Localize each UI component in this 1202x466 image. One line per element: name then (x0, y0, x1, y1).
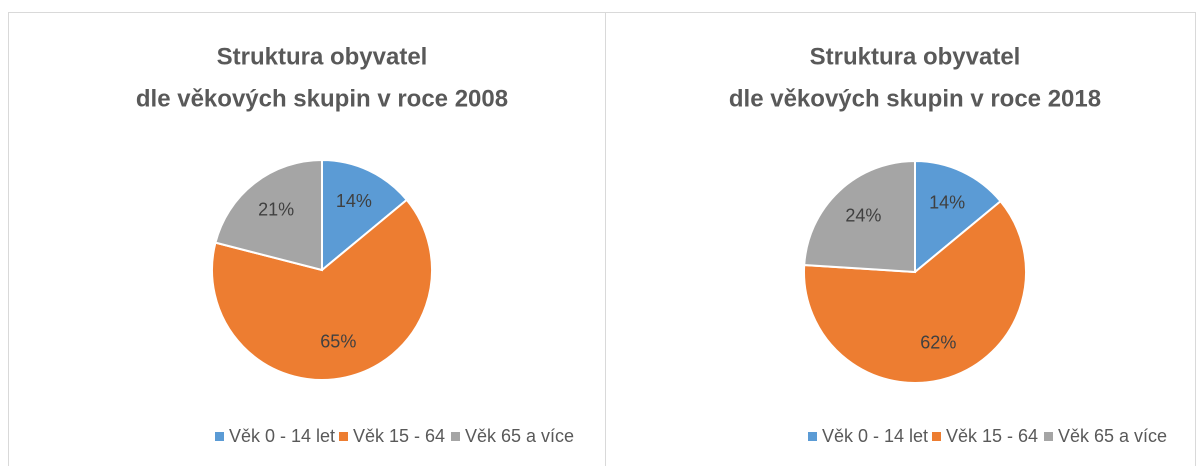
pie-slice (803, 159, 916, 274)
legend-marker (339, 432, 348, 441)
legend-label: Věk 65 a více (1058, 426, 1167, 446)
legend-marker (1044, 432, 1053, 441)
data-label: 62% (920, 333, 956, 353)
legend-label: Věk 65 a více (465, 426, 574, 446)
legend-marker (215, 432, 224, 441)
legend-marker (451, 432, 460, 441)
data-label: 24% (845, 206, 881, 226)
data-label: 14% (929, 192, 965, 212)
legend-label: Věk 0 - 14 let (822, 426, 928, 446)
pie-slice (211, 198, 433, 381)
legend-marker (808, 432, 817, 441)
legend-label: Věk 0 - 14 let (229, 426, 335, 446)
pie-slice (214, 158, 323, 272)
chart-title: Struktura obyvatel (810, 43, 1021, 70)
legend-label: Věk 15 - 64 (946, 426, 1038, 446)
data-label: 65% (320, 332, 356, 352)
pie-slice (914, 159, 1002, 275)
pie-slice (321, 158, 409, 273)
pie-slice (803, 199, 1027, 384)
data-label: 14% (336, 191, 372, 211)
chart-title: Struktura obyvatel (217, 43, 428, 70)
legend-label: Věk 15 - 64 (353, 426, 445, 446)
data-label: 21% (258, 200, 294, 220)
chart-title: dle věkových skupin v roce 2008 (136, 85, 508, 112)
legend-marker (932, 432, 941, 441)
chart-title: dle věkových skupin v roce 2018 (729, 85, 1101, 112)
